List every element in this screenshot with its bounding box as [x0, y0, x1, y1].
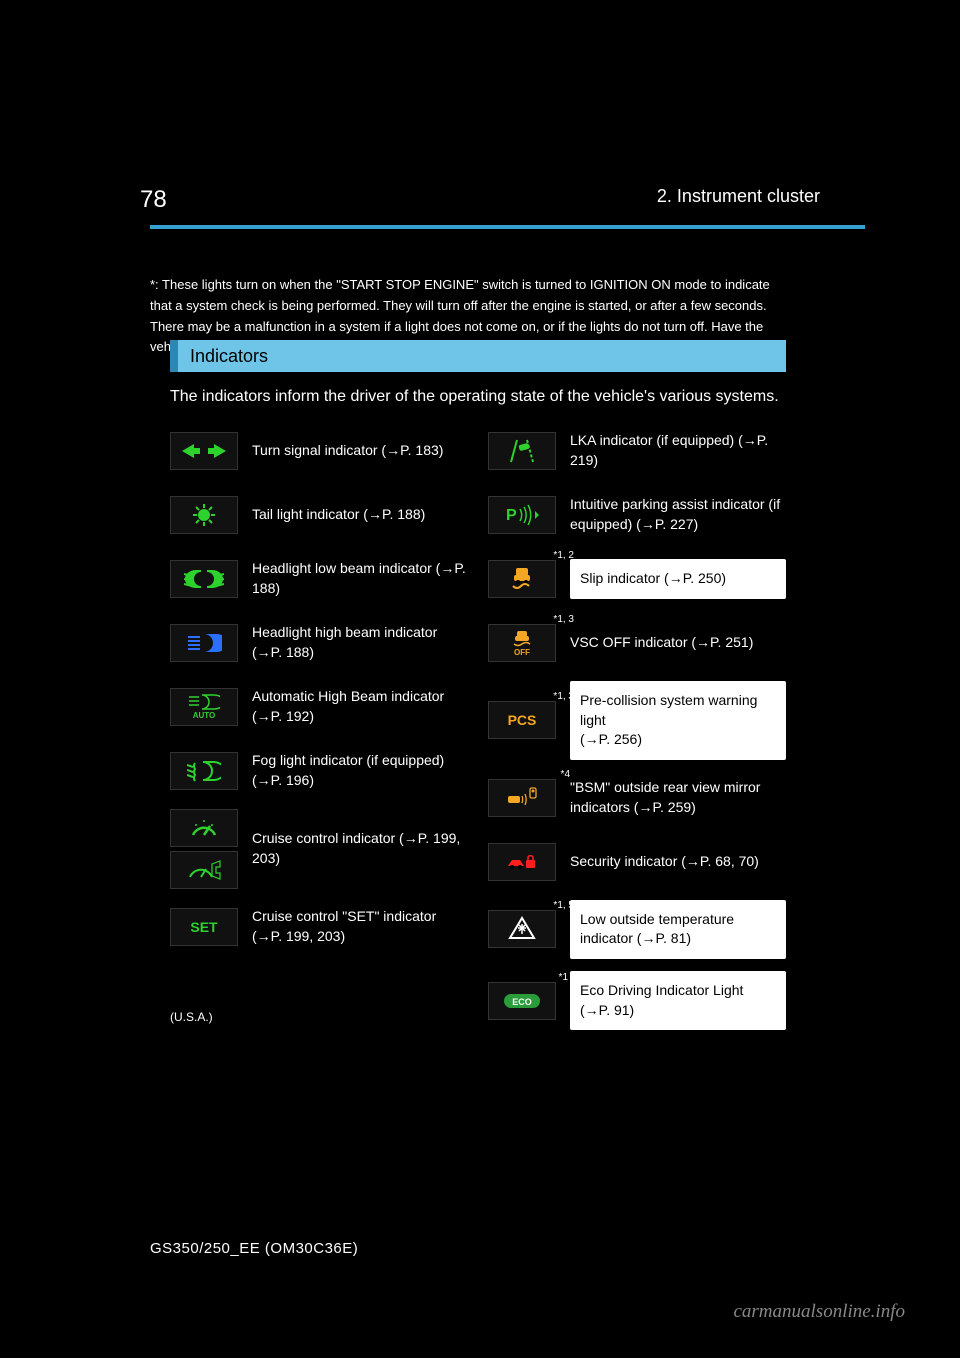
- svg-text:ECO: ECO: [512, 997, 532, 1007]
- bsm-icon: [488, 779, 556, 817]
- indicator-label: Headlight low beam indicator (→P. 188): [252, 559, 468, 598]
- indicator-label: Eco Driving Indicator Light (→P. 91): [570, 971, 786, 1030]
- table-row: PCS *1, 3 Pre-collision system warning l…: [488, 681, 786, 760]
- table-row: SET Cruise control "SET" indicator (→P. …: [170, 901, 468, 953]
- table-row: Tail light indicator (→P. 188): [170, 489, 468, 541]
- indicator-label: Cruise control indicator (→P. 199, 203): [252, 829, 468, 868]
- slip-icon: [488, 560, 556, 598]
- table-row: Security indicator (→P. 68, 70): [488, 836, 786, 888]
- eco-icon: ECO: [488, 982, 556, 1020]
- vsc-off-icon: OFF: [488, 624, 556, 662]
- indicator-label: Turn signal indicator (→P. 183): [252, 441, 468, 461]
- footnote-marker: *4: [561, 769, 570, 780]
- turn-signal-icon: [170, 432, 238, 470]
- table-row: *1, 2 Slip indicator (→P. 250): [488, 553, 786, 605]
- footnote-marker: *1, 5: [553, 900, 574, 911]
- indicator-label: LKA indicator (if equipped) (→P. 219): [570, 431, 786, 470]
- indicator-label: "BSM" outside rear view mirror indicator…: [570, 778, 786, 817]
- parking-assist-icon: P: [488, 496, 556, 534]
- indicators-heading: Indicators: [190, 346, 268, 367]
- pcs-text: PCS: [508, 712, 537, 728]
- indicator-label: Headlight high beam indicator (→P. 188): [252, 623, 468, 662]
- headlight-low-icon: [170, 560, 238, 598]
- footnote-marker: *1, 3: [553, 614, 574, 625]
- table-row: Turn signal indicator (→P. 183): [170, 425, 468, 477]
- indicator-label: VSC OFF indicator (→P. 251): [570, 633, 786, 653]
- watermark: carmanualsonline.info: [733, 1301, 905, 1323]
- right-column: LKA indicator (if equipped) (→P. 219) P …: [488, 425, 786, 1042]
- auto-text: AUTO: [193, 711, 216, 720]
- pcs-icon: PCS: [488, 701, 556, 739]
- table-row: ECO *1 Eco Driving Indicator Light (→P. …: [488, 971, 786, 1030]
- table-row: P Intuitive parking assist indicator (if…: [488, 489, 786, 541]
- table-row: *4 "BSM" outside rear view mirror indica…: [488, 772, 786, 824]
- low-temp-icon: [488, 910, 556, 948]
- indicators-description: The indicators inform the driver of the …: [170, 388, 779, 406]
- table-row: Fog light indicator (if equipped) (→P. 1…: [170, 745, 468, 797]
- indicator-label: Cruise control "SET" indicator (→P. 199,…: [252, 907, 468, 946]
- footnote-marker: *1, 3: [553, 691, 574, 702]
- table-row: OFF *1, 3 VSC OFF indicator (→P. 251): [488, 617, 786, 669]
- cruise-icon: [170, 809, 238, 847]
- table-row: *1, 5 Low outside temperature indicator …: [488, 900, 786, 959]
- header-rule: [150, 225, 865, 229]
- page-number: 78: [140, 186, 167, 214]
- section-title: 2. Instrument cluster: [657, 186, 820, 207]
- headlight-high-icon: [170, 624, 238, 662]
- footnote-marker: *1: [559, 972, 568, 983]
- indicator-label: Automatic High Beam indicator (→P. 192): [252, 687, 468, 726]
- table-row: LKA indicator (if equipped) (→P. 219): [488, 425, 786, 477]
- emissions-code: GS350/250_EE (OM30C36E): [150, 1240, 358, 1257]
- indicators-heading-bar: Indicators: [170, 340, 786, 372]
- cruise-set-icon: SET: [170, 908, 238, 946]
- indicator-columns: Turn signal indicator (→P. 183) Tail lig…: [170, 425, 786, 1042]
- indicator-label: Fog light indicator (if equipped) (→P. 1…: [252, 751, 468, 790]
- left-column: Turn signal indicator (→P. 183) Tail lig…: [170, 425, 468, 1042]
- cruise-radar-icon: [170, 851, 238, 889]
- table-row: Headlight high beam indicator (→P. 188): [170, 617, 468, 669]
- table-row: AUTO Automatic High Beam indicator (→P. …: [170, 681, 468, 733]
- indicator-label: Pre-collision system warning light (→P. …: [570, 681, 786, 760]
- security-icon: [488, 843, 556, 881]
- svg-text:P: P: [506, 507, 517, 524]
- table-row: Headlight low beam indicator (→P. 188): [170, 553, 468, 605]
- fog-light-icon: [170, 752, 238, 790]
- indicator-label: Security indicator (→P. 68, 70): [570, 852, 786, 872]
- page: 78 2. Instrument cluster *: These lights…: [0, 0, 960, 1358]
- table-row: Cruise control indicator (→P. 199, 203): [170, 809, 468, 889]
- indicator-label: Low outside temperature indicator (→P. 8…: [570, 900, 786, 959]
- footer-region-note: (U.S.A.): [170, 1010, 213, 1024]
- indicator-label: Intuitive parking assist indicator (if e…: [570, 495, 786, 534]
- off-text: OFF: [514, 648, 530, 657]
- auto-high-beam-icon: AUTO: [170, 688, 238, 726]
- lka-icon: [488, 432, 556, 470]
- set-text: SET: [190, 919, 217, 935]
- cruise-icon-stack: [170, 809, 238, 889]
- tail-light-icon: [170, 496, 238, 534]
- footnote-marker: *1, 2: [553, 550, 574, 561]
- indicator-label: Tail light indicator (→P. 188): [252, 505, 468, 525]
- indicator-label: Slip indicator (→P. 250): [570, 559, 786, 599]
